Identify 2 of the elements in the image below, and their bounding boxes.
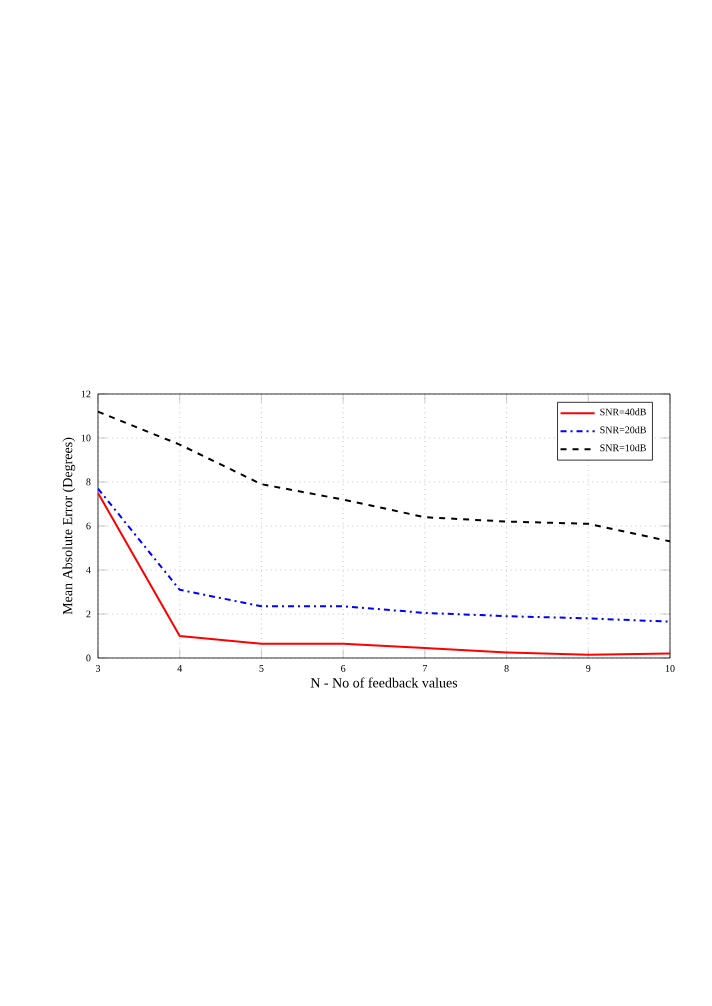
line-series <box>98 487 670 623</box>
line-series <box>98 491 670 656</box>
